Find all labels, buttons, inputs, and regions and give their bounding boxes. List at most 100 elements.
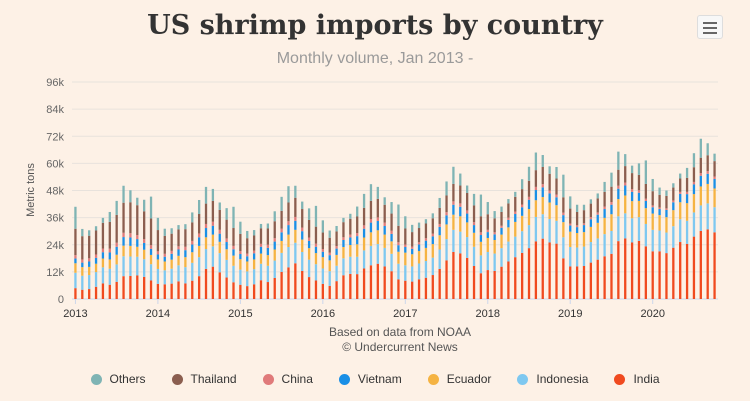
bar-others	[699, 138, 702, 158]
bar-others	[239, 221, 242, 234]
bar-thailand	[390, 213, 393, 231]
bar-china	[273, 238, 276, 242]
bar-vietnam	[307, 240, 311, 249]
bar-china	[280, 228, 283, 233]
bar-vietnam	[108, 252, 111, 260]
bar-ecuador	[541, 197, 544, 215]
bar-others	[376, 186, 379, 199]
bar-vietnam	[218, 233, 221, 242]
bar-vietnam	[335, 248, 338, 255]
bar-ecuador	[514, 221, 517, 237]
bar-others	[466, 185, 469, 193]
bar-thailand	[266, 228, 270, 245]
bar-vietnam	[156, 254, 160, 260]
bar-china	[562, 212, 565, 216]
bar-china	[232, 245, 235, 250]
bar-ecuador	[452, 214, 455, 230]
bar-others	[706, 143, 709, 156]
bar-china	[507, 217, 510, 220]
bar-china	[534, 186, 538, 191]
bar-indonesia	[610, 230, 613, 254]
bar-india	[630, 242, 634, 299]
bar-china	[397, 242, 400, 246]
bar-indonesia	[273, 260, 276, 278]
bar-thailand	[665, 195, 668, 209]
bar-thailand	[88, 235, 91, 259]
bar-india	[507, 261, 510, 299]
bar-india	[177, 281, 180, 299]
bar-india	[376, 263, 379, 299]
bar-china	[617, 185, 620, 189]
legend-item-india[interactable]: India	[614, 371, 660, 387]
legend-item-ecuador[interactable]: Ecuador	[427, 371, 491, 387]
hamburger-menu-icon[interactable]	[697, 15, 723, 39]
bar-thailand	[191, 222, 194, 241]
bar-others	[404, 216, 407, 229]
bar-others	[692, 153, 696, 168]
legend-item-vietnam[interactable]: Vietnam	[338, 371, 402, 387]
bar-china	[404, 244, 407, 248]
bar-vietnam	[294, 220, 297, 230]
bar-others	[486, 202, 489, 215]
bar-china	[177, 246, 180, 250]
legend-item-others[interactable]: Others	[90, 371, 146, 387]
bar-vietnam	[163, 256, 166, 262]
bar-thailand	[204, 203, 208, 224]
bar-indonesia	[630, 218, 634, 243]
bar-india	[301, 270, 304, 299]
bar-china	[143, 239, 146, 243]
bar-thailand	[466, 192, 469, 211]
bar-indonesia	[197, 257, 201, 277]
bar-ecuador	[101, 258, 105, 268]
bar-india	[397, 279, 400, 299]
bar-thailand	[493, 218, 496, 233]
bar-china	[259, 243, 263, 247]
bar-vietnam	[466, 213, 469, 223]
bar-ecuador	[562, 222, 565, 238]
bar-others	[541, 155, 544, 167]
bar-others	[218, 202, 221, 210]
bar-indonesia	[699, 205, 702, 231]
bar-thailand	[177, 229, 180, 247]
bar-others	[342, 217, 345, 223]
bar-india	[548, 242, 551, 299]
bar-indonesia	[211, 246, 215, 267]
bar-indonesia	[301, 251, 304, 271]
bar-thailand	[143, 211, 146, 240]
bar-ecuador	[479, 241, 483, 256]
bar-others	[679, 173, 682, 179]
bar-vietnam	[459, 206, 462, 217]
bar-thailand	[500, 211, 503, 226]
bar-china	[658, 207, 661, 210]
bar-vietnam	[232, 249, 235, 256]
bar-thailand	[527, 180, 531, 197]
bar-thailand	[555, 178, 558, 195]
x-tick-label: 2016	[311, 308, 335, 320]
bar-ecuador	[713, 188, 716, 208]
legend-dot	[338, 373, 350, 385]
bar-indonesia	[170, 268, 173, 284]
bar-others	[101, 217, 105, 223]
bar-china	[101, 248, 105, 253]
bar-vietnam	[617, 188, 620, 200]
bar-indonesia	[404, 265, 407, 281]
bar-others	[225, 208, 228, 220]
bar-china	[541, 184, 544, 188]
bar-others	[630, 165, 634, 174]
legend-item-china[interactable]: China	[262, 371, 313, 387]
bar-others	[232, 206, 235, 229]
bar-china	[94, 254, 98, 258]
bar-others	[644, 160, 647, 184]
legend-item-thailand[interactable]: Thailand	[171, 371, 237, 387]
bar-indonesia	[225, 259, 228, 278]
bar-china	[555, 194, 558, 198]
legend-item-indonesia[interactable]: Indonesia	[517, 371, 588, 387]
bar-thailand	[108, 221, 111, 249]
bar-ecuador	[630, 201, 634, 219]
bar-vietnam	[143, 242, 146, 250]
bar-ecuador	[383, 234, 386, 248]
bar-thailand	[397, 225, 400, 243]
bar-thailand	[321, 232, 324, 250]
bar-china	[411, 246, 414, 249]
bar-china	[149, 245, 153, 249]
